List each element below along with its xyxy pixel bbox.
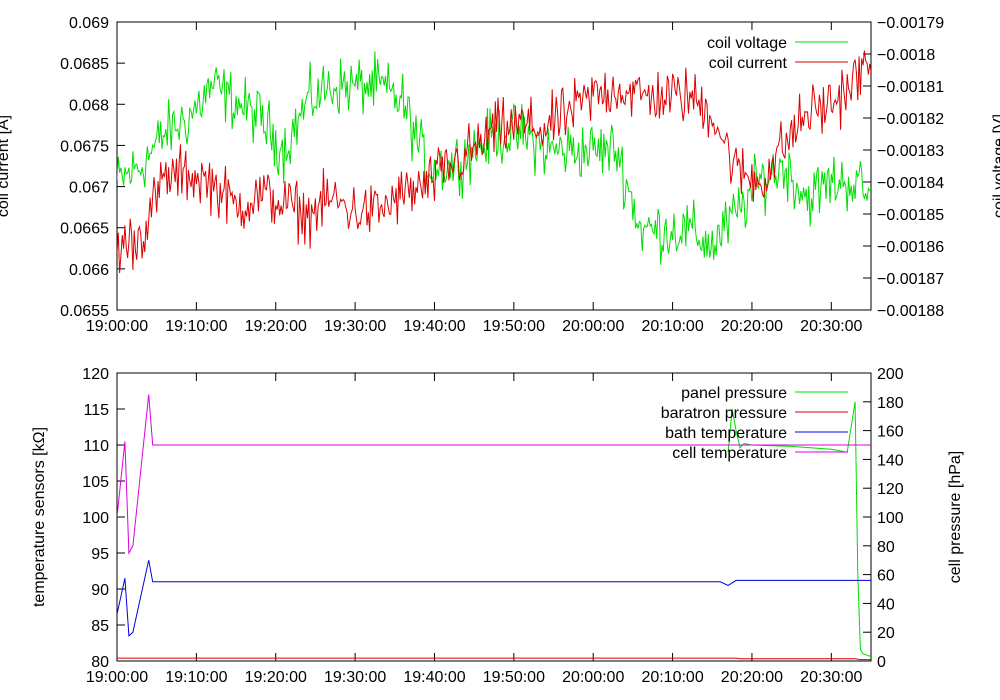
y2-tick-label: 200 <box>877 366 904 383</box>
x-tick-label: 19:30:00 <box>324 669 386 686</box>
y-tick-label: 0.0675 <box>60 138 109 155</box>
legend-label: baratron pressure <box>661 405 787 422</box>
y2-tick-label: 60 <box>877 568 895 585</box>
x-tick-label: 19:10:00 <box>165 669 227 686</box>
y-tick-label: 0.068 <box>69 97 109 114</box>
x-tick-label: 20:20:00 <box>721 669 783 686</box>
plot-frame <box>116 21 872 311</box>
bottom-chart-panel: 19:00:00 19:10:00 19:20:00 19:30:00 19:40:00… <box>31 366 964 686</box>
x-tick-label: 19:20:00 <box>245 669 307 686</box>
y-axis-label: temperature sensors [kΩ] <box>31 427 48 607</box>
x-tick-label: 19:30:00 <box>324 318 386 335</box>
y-tick-label: 0.0685 <box>60 56 109 73</box>
y2-axis-label: coil voltage [V] <box>991 114 1000 218</box>
x-tick-label: 19:40:00 <box>403 669 465 686</box>
top-chart-panel: 19:00:00 19:10:00 19:20:00 19:30:00 19:40:00… <box>0 15 1000 335</box>
y2-tick-label: −0.00184 <box>877 175 944 192</box>
x-tick-label: 19:40:00 <box>403 318 465 335</box>
y-tick-label: 115 <box>83 402 109 419</box>
x-tick-label: 20:10:00 <box>641 318 703 335</box>
x-tick-label: 20:00:00 <box>562 318 624 335</box>
x-tick-label: 19:50:00 <box>483 669 545 686</box>
y-tick-label: 0.067 <box>69 180 109 197</box>
y2-tick-label: 80 <box>877 539 895 556</box>
y-tick-label: 95 <box>91 546 109 563</box>
legend-label: panel pressure <box>681 385 787 402</box>
y-tick-label: 90 <box>91 582 109 599</box>
x-tick-label: 19:00:00 <box>86 318 148 335</box>
x-tick-label: 20:20:00 <box>721 318 783 335</box>
y-tick-label: 0.066 <box>69 262 109 279</box>
y-tick-label: 120 <box>82 366 109 383</box>
y2-tick-label: −0.00181 <box>877 79 944 96</box>
y-tick-label: 110 <box>83 438 109 455</box>
y2-tick-label: 180 <box>877 395 904 412</box>
legend-label: coil current <box>709 55 788 72</box>
y-tick-label: 105 <box>82 474 109 491</box>
y2-axis-label: cell pressure [hPa] <box>947 451 964 584</box>
y2-tick-label: 20 <box>877 625 895 642</box>
series-line-coil-current <box>117 50 871 274</box>
x-tick-label: 19:20:00 <box>245 318 307 335</box>
series-line-cell-temperature <box>117 394 871 555</box>
series-line-bath-temperature <box>117 560 871 637</box>
x-tick-label: 19:50:00 <box>483 318 545 335</box>
y-axis-label: coil current [A] <box>0 115 12 217</box>
y2-tick-label: −0.00186 <box>877 239 944 256</box>
y-tick-label: 80 <box>91 654 109 671</box>
y2-tick-label: −0.00183 <box>877 143 944 160</box>
y-tick-label: 0.069 <box>69 15 109 32</box>
y2-tick-label: −0.00185 <box>877 207 944 224</box>
x-tick-label: 20:00:00 <box>562 669 624 686</box>
y-tick-label: 100 <box>82 510 109 527</box>
y2-tick-label: 100 <box>877 510 904 527</box>
y2-tick-label: 160 <box>877 424 904 441</box>
x-tick-label: 20:10:00 <box>641 669 703 686</box>
y2-tick-label: −0.0018 <box>877 47 935 64</box>
y2-tick-label: −0.00188 <box>877 303 944 320</box>
x-tick-label: 19:00:00 <box>86 669 148 686</box>
y-tick-label: 0.0665 <box>60 221 109 238</box>
y2-tick-label: 40 <box>877 596 895 613</box>
x-tick-label: 20:30:00 <box>800 669 862 686</box>
series-line-panel-pressure <box>727 401 871 658</box>
y2-tick-label: −0.00179 <box>877 15 944 32</box>
legend-label: coil voltage <box>707 35 787 52</box>
y2-tick-label: −0.00182 <box>877 111 944 128</box>
y2-tick-label: 120 <box>877 481 904 498</box>
y2-tick-label: −0.00187 <box>877 271 944 288</box>
y-tick-label: 0.0655 <box>60 303 109 320</box>
x-tick-label: 20:30:00 <box>800 318 862 335</box>
series-line-coil-voltage <box>117 51 871 265</box>
legend-label: cell temperature <box>672 445 787 462</box>
y2-tick-label: 0 <box>877 654 886 671</box>
legend-label: bath temperature <box>665 425 787 442</box>
x-tick-label: 19:10:00 <box>165 318 227 335</box>
y2-tick-label: 140 <box>877 452 904 469</box>
y-tick-label: 85 <box>91 618 109 635</box>
series-line-baratron-pressure <box>117 657 871 661</box>
